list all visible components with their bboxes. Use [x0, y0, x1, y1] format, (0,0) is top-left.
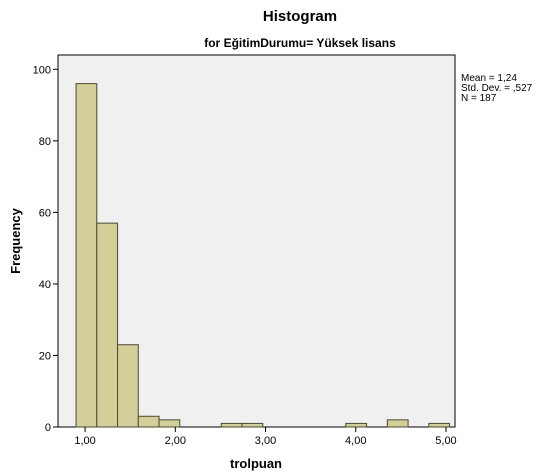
histogram-bar-5	[158, 419, 181, 428]
x-tick-label: 4,00	[345, 435, 366, 447]
histogram-bar-4	[137, 415, 160, 428]
histogram-bars	[75, 83, 451, 428]
stat-line: N = 187	[461, 93, 497, 104]
histogram-bar-2	[96, 222, 119, 428]
histogram-bar-1	[75, 83, 98, 428]
x-axis-ticks: 1,00 2,00 3,00 4,00 5,00	[74, 427, 457, 447]
y-axis-ticks: 0 20 40 60 80 100	[33, 64, 58, 434]
histogram-bar-10	[428, 422, 451, 428]
y-axis-label: Frequency	[8, 207, 23, 274]
x-tick-label: 2,00	[165, 435, 186, 447]
y-tick-label: 100	[33, 64, 51, 76]
y-tick-label: 0	[45, 422, 51, 434]
histogram-bar-6	[220, 422, 243, 428]
histogram-bar-8	[345, 422, 368, 428]
y-tick-label: 60	[39, 207, 51, 219]
stat-line: Mean = 1,24	[461, 73, 517, 84]
stat-line: Std. Dev. = ,527	[461, 83, 533, 94]
y-tick-label: 20	[39, 350, 51, 362]
x-tick-label: 3,00	[255, 435, 276, 447]
histogram-bar-7	[241, 422, 264, 428]
y-tick-label: 40	[39, 279, 51, 291]
histogram-bar-3	[117, 344, 139, 428]
x-tick-label: 1,00	[74, 435, 95, 447]
histogram-bar-9	[386, 419, 409, 428]
chart-subtitle: for EğitimDurumu= Yüksek lisans	[204, 36, 396, 50]
x-tick-label: 5,00	[435, 435, 456, 447]
chart-title: Histogram	[263, 8, 337, 25]
y-tick-label: 80	[39, 136, 51, 148]
x-axis-label: trolpuan	[230, 456, 282, 471]
